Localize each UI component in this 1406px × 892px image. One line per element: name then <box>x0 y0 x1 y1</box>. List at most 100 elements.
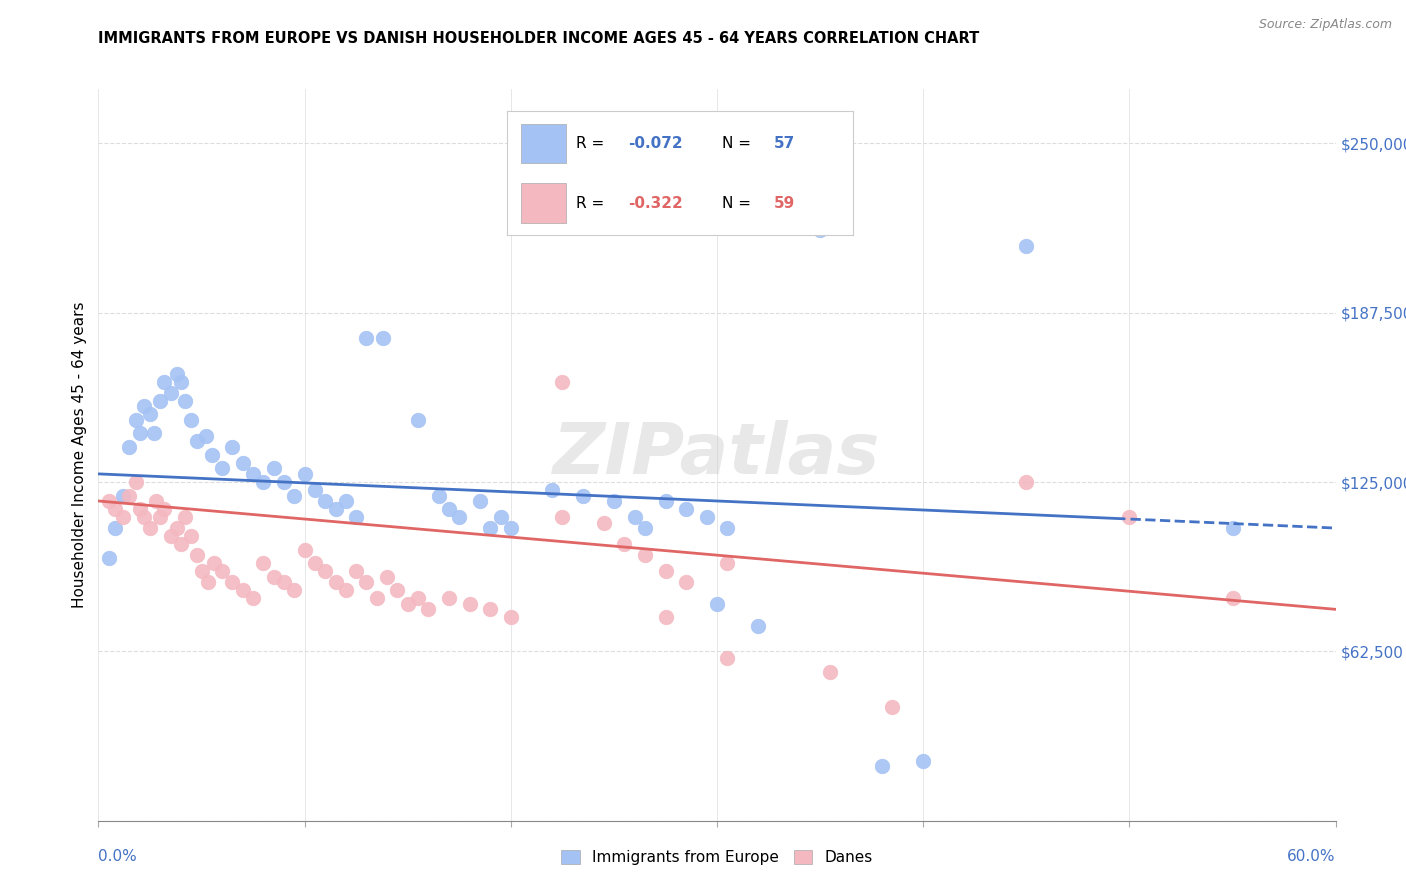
Point <box>153 502 176 516</box>
Point <box>716 651 738 665</box>
Point <box>499 521 522 535</box>
Point <box>221 575 243 590</box>
Point <box>174 510 197 524</box>
Point <box>242 467 264 481</box>
Point <box>654 494 676 508</box>
Point <box>437 502 460 516</box>
Point <box>97 550 120 565</box>
Legend: Immigrants from Europe, Danes: Immigrants from Europe, Danes <box>555 844 879 871</box>
Point <box>1015 475 1038 489</box>
Point <box>675 502 697 516</box>
Point <box>128 502 150 516</box>
Point <box>314 565 336 579</box>
Point <box>170 537 193 551</box>
Point <box>396 597 419 611</box>
Point <box>273 575 295 590</box>
Point <box>623 510 645 524</box>
Point <box>634 548 657 562</box>
Point <box>356 575 378 590</box>
Point <box>139 407 162 421</box>
Text: Source: ZipAtlas.com: Source: ZipAtlas.com <box>1258 18 1392 31</box>
Point <box>1118 510 1140 524</box>
Point <box>294 467 316 481</box>
Point <box>112 489 135 503</box>
Point <box>221 440 243 454</box>
Point <box>716 556 738 570</box>
Text: 0.0%: 0.0% <box>98 849 138 863</box>
Point <box>242 591 264 606</box>
Point <box>97 494 120 508</box>
Point <box>174 393 197 408</box>
Point <box>201 448 224 462</box>
Point <box>551 510 574 524</box>
Point <box>149 393 172 408</box>
Point <box>211 565 233 579</box>
Point <box>603 494 626 508</box>
Point <box>489 510 512 524</box>
Point <box>186 434 208 449</box>
Point <box>665 169 688 183</box>
Point <box>335 583 357 598</box>
Point <box>449 510 471 524</box>
Point <box>375 570 398 584</box>
Point <box>190 565 212 579</box>
Point <box>551 375 574 389</box>
Point <box>882 699 904 714</box>
Point <box>716 521 738 535</box>
Point <box>541 483 564 497</box>
Point <box>232 583 254 598</box>
Point <box>118 489 141 503</box>
Y-axis label: Householder Income Ages 45 - 64 years: Householder Income Ages 45 - 64 years <box>72 301 87 608</box>
Point <box>104 502 127 516</box>
Point <box>325 502 347 516</box>
Point <box>283 583 305 598</box>
Point <box>252 475 274 489</box>
Point <box>211 461 233 475</box>
Point <box>344 565 367 579</box>
Point <box>654 565 676 579</box>
Point <box>170 375 193 389</box>
Point <box>458 597 481 611</box>
Point <box>1222 591 1244 606</box>
Point <box>344 510 367 524</box>
Point <box>870 759 893 773</box>
Point <box>202 556 225 570</box>
Point <box>418 602 440 616</box>
Point <box>273 475 295 489</box>
Point <box>263 570 285 584</box>
Point <box>479 602 502 616</box>
Text: ZIPatlas: ZIPatlas <box>554 420 880 490</box>
Point <box>468 494 491 508</box>
Point <box>437 591 460 606</box>
Point <box>294 542 316 557</box>
Point <box>912 754 935 768</box>
Point <box>180 529 202 543</box>
Point <box>335 494 357 508</box>
Point <box>186 548 208 562</box>
Point <box>159 529 181 543</box>
Point <box>406 591 429 606</box>
Point <box>145 494 167 508</box>
Point <box>675 575 697 590</box>
Point <box>325 575 347 590</box>
Text: IMMIGRANTS FROM EUROPE VS DANISH HOUSEHOLDER INCOME AGES 45 - 64 YEARS CORRELATI: IMMIGRANTS FROM EUROPE VS DANISH HOUSEHO… <box>98 31 980 46</box>
Point <box>283 489 305 503</box>
Point <box>118 440 141 454</box>
Point <box>143 426 166 441</box>
Point <box>232 456 254 470</box>
Point <box>499 610 522 624</box>
Text: 60.0%: 60.0% <box>1288 849 1336 863</box>
Point <box>197 575 219 590</box>
Point <box>1015 239 1038 253</box>
Point <box>696 510 718 524</box>
Point <box>356 331 378 345</box>
Point <box>124 475 146 489</box>
Point <box>654 610 676 624</box>
Point <box>572 489 595 503</box>
Point <box>371 331 394 345</box>
Point <box>479 521 502 535</box>
Point <box>149 510 172 524</box>
Point <box>634 521 657 535</box>
Point <box>124 413 146 427</box>
Point <box>104 521 127 535</box>
